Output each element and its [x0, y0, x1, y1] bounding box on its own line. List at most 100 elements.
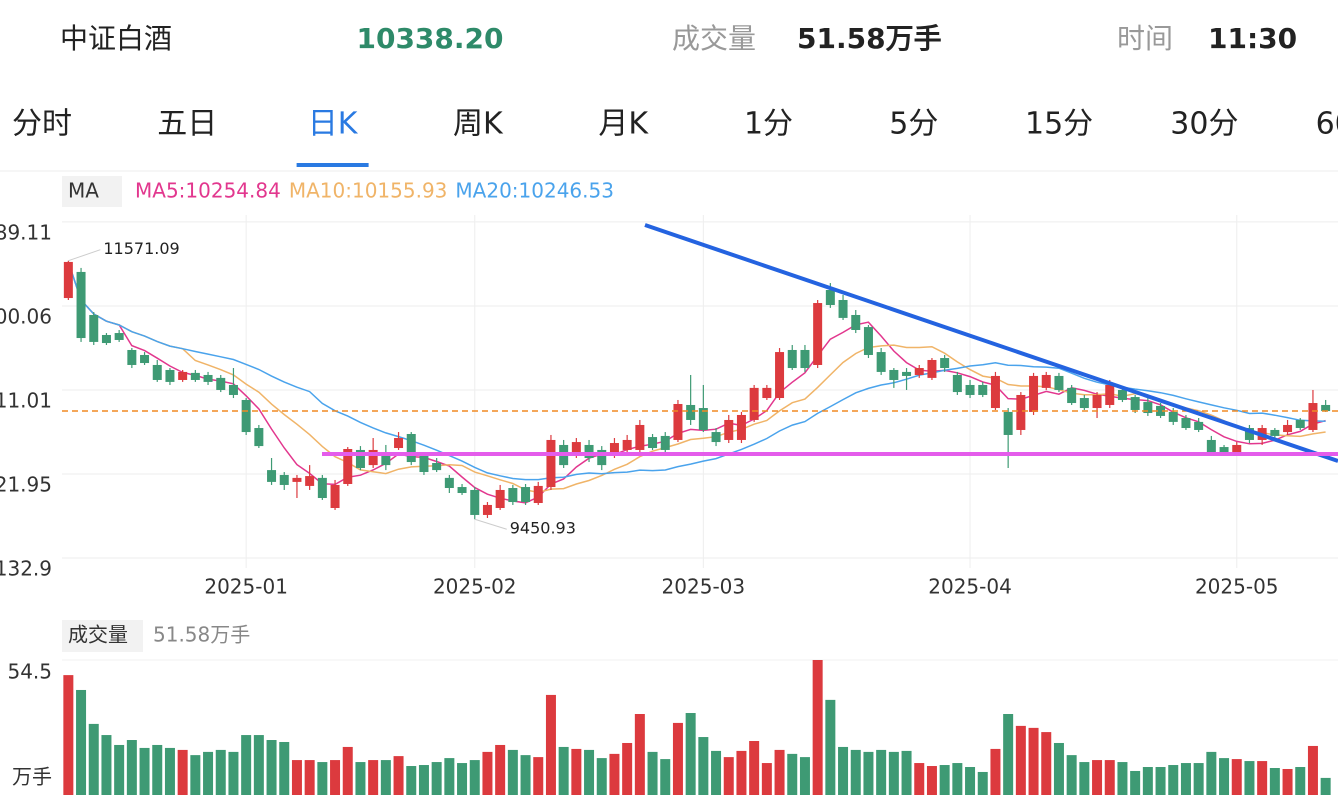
candle-body — [1016, 394, 1026, 430]
candle-body — [584, 444, 594, 459]
candle-body — [1321, 404, 1331, 412]
volume-bar — [622, 742, 633, 795]
ma-label: MA — [68, 179, 99, 203]
volume-bar — [1282, 768, 1293, 795]
volume-bar — [787, 753, 798, 795]
volume-bar — [495, 744, 506, 795]
candle-body — [495, 489, 505, 509]
grid: 11889.11 11200.06 10511.01 9821.95 9132.9 202… — [0, 215, 1338, 599]
volume-bar — [241, 735, 252, 795]
volume-bar — [533, 757, 544, 795]
candle-body — [635, 424, 645, 450]
y-tick-label: 9821.95 — [0, 472, 52, 496]
candle-body — [952, 374, 962, 393]
candle-body — [597, 449, 607, 466]
volume-bar — [101, 735, 112, 795]
candle-body — [1105, 384, 1115, 405]
candle-body — [190, 372, 200, 380]
candle-body — [876, 352, 886, 372]
tab[interactable]: 分时 — [12, 107, 72, 142]
candle-body — [990, 375, 1000, 409]
volume-bar — [88, 723, 99, 795]
candle-body — [140, 354, 150, 364]
volume-bar — [1130, 770, 1141, 795]
candle-body — [457, 487, 467, 494]
volume-bar — [215, 749, 226, 795]
candle-body — [1232, 444, 1242, 453]
tab[interactable]: 日K — [308, 107, 359, 142]
volume-plot: 54.5 — [7, 659, 1338, 795]
candle-body — [927, 359, 937, 378]
candle-body — [76, 271, 86, 339]
volume-bar — [1168, 765, 1179, 795]
candle-body — [406, 433, 416, 463]
candle-body — [343, 448, 353, 484]
volume-bar — [926, 766, 937, 795]
candle-body — [444, 477, 454, 489]
volume-bar — [1193, 763, 1204, 795]
volume-value: 51.58万手 — [797, 22, 942, 55]
tab[interactable]: 15分 — [1025, 107, 1093, 142]
candle-body — [1130, 397, 1140, 410]
ma-box — [62, 176, 122, 207]
time-value: 11:30 — [1208, 22, 1297, 55]
tab-bar: 分时 五日 日K 周K 月K 1分 5分 15分 30分 60分 — [12, 107, 1338, 167]
candle-body — [228, 384, 238, 395]
volume-bar — [672, 722, 683, 795]
candle-body — [432, 463, 442, 471]
volume-bar — [1079, 762, 1090, 795]
volume-bar — [457, 763, 468, 795]
volume-bar — [520, 755, 531, 795]
candle-body — [673, 403, 683, 440]
tab[interactable]: 5分 — [889, 107, 938, 142]
candle-body — [775, 352, 785, 399]
candle-body — [368, 449, 378, 466]
volume-bar — [1092, 760, 1103, 795]
y-tick-label: 11889.11 — [0, 220, 52, 244]
candle-body — [521, 487, 531, 503]
volume-bar — [482, 751, 493, 795]
min-pointer — [474, 518, 507, 530]
tab[interactable]: 1分 — [744, 107, 793, 142]
candle-body — [940, 358, 950, 369]
volume-bar — [164, 747, 175, 795]
candle-body — [216, 377, 226, 390]
volume-panel-label: 成交量 — [68, 623, 128, 647]
volume-bar — [444, 758, 455, 795]
volume-bar — [177, 749, 188, 795]
volume-bar — [1257, 761, 1268, 795]
candle-body — [800, 349, 810, 369]
volume-bar — [1180, 763, 1191, 795]
tab[interactable]: 月K — [598, 107, 649, 142]
volume-box — [62, 620, 143, 652]
volume-bar — [266, 740, 277, 795]
volume-bar — [228, 751, 239, 795]
volume-bar — [812, 660, 823, 795]
tab[interactable]: 周K — [453, 107, 504, 142]
volume-bar — [545, 694, 556, 795]
candle-body — [1054, 375, 1064, 390]
volume-bar — [888, 751, 899, 795]
tab[interactable]: 五日 — [157, 107, 217, 142]
candle-body — [736, 414, 746, 440]
tab[interactable]: 30分 — [1170, 107, 1238, 142]
candle-body — [546, 439, 556, 488]
volume-bar — [1295, 767, 1306, 795]
candle-body — [1295, 419, 1305, 429]
price-plot: 11571.09 9450.93 — [62, 239, 1338, 538]
volume-bar — [393, 756, 404, 795]
candle-body — [711, 432, 721, 443]
volume-bar — [698, 737, 709, 795]
volume-unit: 万手 — [12, 765, 52, 789]
candle-body — [533, 485, 543, 504]
volume-bar — [749, 741, 760, 795]
candle-body — [482, 504, 492, 515]
tab[interactable]: 60分 — [1316, 107, 1338, 142]
volume-bar — [152, 744, 163, 795]
index-price: 10338.20 — [356, 22, 503, 55]
candle-body — [1308, 403, 1318, 430]
candle-body — [1168, 411, 1178, 422]
volume-panel-value: 51.58万手 — [153, 623, 250, 647]
candle-body — [63, 261, 73, 299]
volume-bar — [368, 760, 379, 795]
